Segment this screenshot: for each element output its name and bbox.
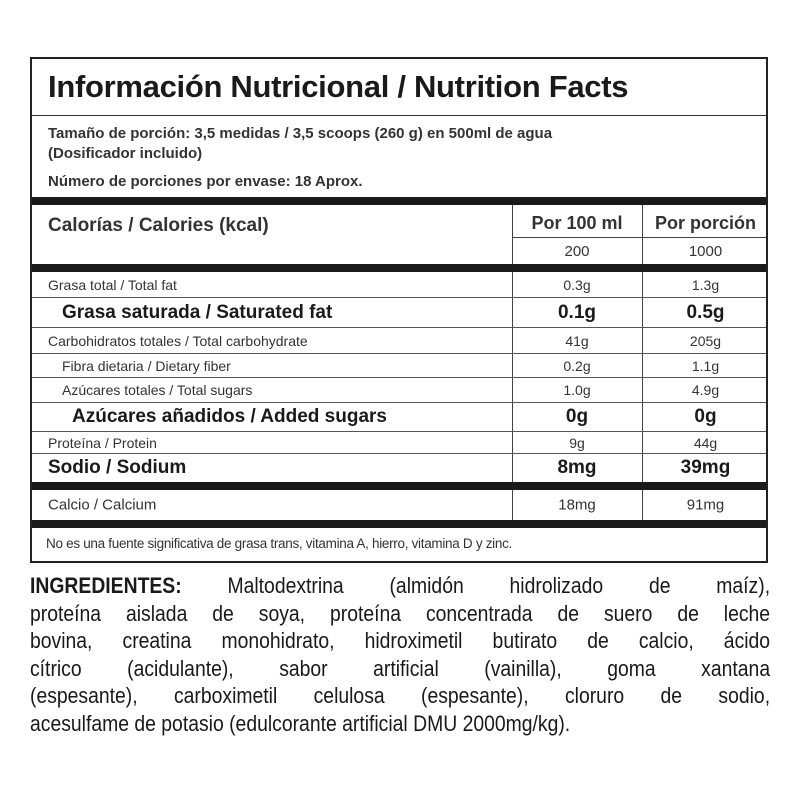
- nutrient-per-serving: 91mg: [686, 496, 725, 514]
- ingredients-line: bovina, creatina monohidrato, hidroximet…: [30, 628, 771, 653]
- nutrient-row-saturated-fat: Grasa saturada / Saturated fat 0.1g 0.5g: [32, 298, 766, 328]
- divider: [32, 115, 766, 116]
- serving-size-note: (Dosificador incluido): [48, 145, 203, 162]
- nutrient-label: Sodio / Sodium: [48, 457, 187, 478]
- nutrient-per-serving: 44g: [693, 434, 718, 451]
- nutrient-row-calcium: Calcio / Calcium 18mg 91mg: [32, 490, 766, 520]
- panel-title: Información Nutricional / Nutrition Fact…: [48, 69, 629, 104]
- ingredients-text: INGREDIENTES: Maltodextrina (almidón hid…: [30, 572, 770, 737]
- nutrient-per-serving: 4.9g: [691, 382, 720, 398]
- nutrient-per-100ml: 0.2g: [563, 357, 591, 374]
- column-divider: [512, 489, 513, 520]
- thick-divider: [32, 264, 766, 272]
- nutrient-per-100ml: 0.3g: [563, 276, 591, 293]
- nutrient-per-serving: 1.1g: [691, 357, 720, 374]
- thick-divider: [32, 197, 766, 205]
- calories-per-serving: 1000: [688, 243, 723, 260]
- nutrient-row-total-carbohydrate: Carbohidratos totales / Total carbohydra…: [32, 328, 766, 354]
- nutrient-per-100ml: 9g: [569, 434, 585, 451]
- nutrient-label: Proteína / Protein: [48, 434, 157, 451]
- nutrient-per-100ml: 8mg: [557, 457, 597, 478]
- nutrient-label: Calcio / Calcium: [48, 496, 157, 514]
- nutrient-row-dietary-fiber: Fibra dietaria / Dietary fiber 0.2g 1.1g: [32, 354, 766, 378]
- nutrient-row-total-fat: Grasa total / Total fat 0.3g 1.3g: [32, 272, 766, 298]
- serving-size: Tamaño de porción: 3,5 medidas / 3,5 sco…: [48, 125, 553, 142]
- column-divider: [642, 205, 643, 264]
- nutrient-per-serving: 205g: [689, 332, 722, 349]
- ingredients-line: (espesante), carboximetil celulosa (espe…: [30, 683, 771, 708]
- servings-per-container: Número de porciones por envase: 18 Aprox…: [48, 173, 363, 190]
- nutrient-row-added-sugars: Azúcares añadidos / Added sugars 0g 0g: [32, 403, 766, 432]
- thick-divider: [32, 482, 766, 490]
- nutrient-per-serving: 0g: [694, 406, 717, 427]
- divider: [512, 237, 766, 238]
- nutrient-label: Azúcares totales / Total sugars: [62, 382, 253, 398]
- thick-divider: [32, 520, 766, 528]
- ingredients-heading: INGREDIENTES:: [30, 573, 182, 598]
- nutrient-row-total-sugars: Azúcares totales / Total sugars 1.0g 4.9…: [32, 378, 766, 403]
- nutrient-per-100ml: 1.0g: [563, 382, 591, 398]
- footnote: No es una fuente significativa de grasa …: [46, 536, 512, 551]
- nutrient-label: Grasa saturada / Saturated fat: [62, 301, 333, 323]
- nutrient-per-100ml: 18mg: [558, 496, 596, 514]
- nutrient-per-serving: 39mg: [680, 457, 731, 478]
- ingredients-line: proteína aislada de soya, proteína conce…: [30, 600, 771, 626]
- nutrient-label: Azúcares añadidos / Added sugars: [72, 406, 387, 427]
- nutrient-per-serving: 0.5g: [686, 301, 725, 323]
- ingredients-line: acesulfame de potasio (edulcorante artif…: [30, 710, 571, 736]
- nutrient-row-sodium: Sodio / Sodium 8mg 39mg: [32, 454, 766, 482]
- nutrient-per-100ml: 0.1g: [557, 301, 597, 323]
- nutrient-per-serving: 1.3g: [691, 276, 720, 293]
- nutrient-per-100ml: 0g: [565, 406, 589, 427]
- nutrient-row-protein: Proteína / Protein 9g 44g: [32, 432, 766, 454]
- calories-per-100ml: 200: [564, 243, 590, 260]
- nutrient-per-100ml: 41g: [565, 332, 589, 349]
- ingredients-line: INGREDIENTES: Maltodextrina (almidón hid…: [30, 573, 771, 598]
- col-header-per-serving: Por porción: [654, 213, 756, 233]
- calories-label: Calorías / Calories (kcal): [48, 215, 269, 236]
- nutrient-label: Carbohidratos totales / Total carbohydra…: [48, 332, 308, 349]
- column-divider: [512, 205, 513, 264]
- nutrient-label: Fibra dietaria / Dietary fiber: [62, 357, 231, 374]
- nutrition-facts-panel: Información Nutricional / Nutrition Fact…: [30, 57, 768, 563]
- ingredients-line: cítrico (acidulante), sabor artificial (…: [30, 655, 771, 681]
- column-divider: [642, 489, 643, 520]
- col-header-per-100ml: Por 100 ml: [531, 213, 623, 233]
- nutrient-label: Grasa total / Total fat: [48, 276, 177, 293]
